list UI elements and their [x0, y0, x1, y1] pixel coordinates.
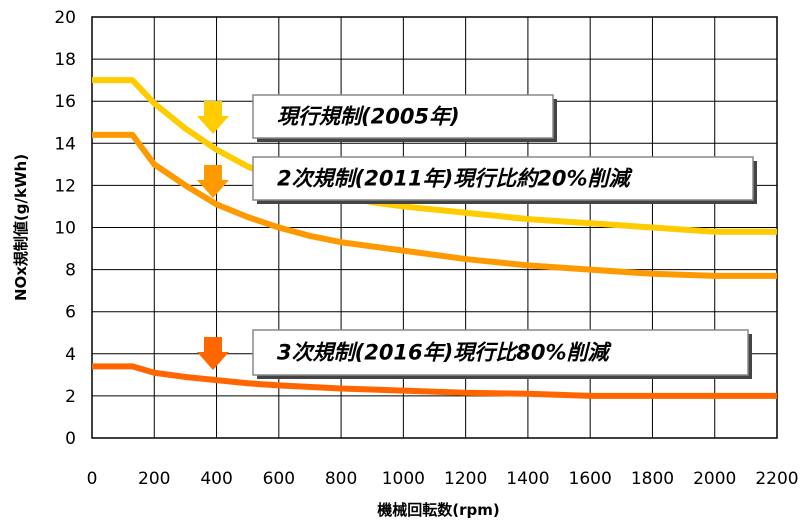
down-arrow-icon [197, 337, 229, 370]
x-tick-label: 1600 [569, 469, 612, 489]
x-tick-label: 400 [200, 469, 232, 489]
down-arrow-icon [197, 165, 229, 198]
x-tick-label: 0 [87, 469, 98, 489]
y-tick-label: 18 [54, 50, 76, 70]
callout-2: 2次規制(2011年)現行比約20%削減 [197, 156, 757, 204]
y-tick-label: 2 [65, 387, 76, 407]
y-tick-label: 8 [65, 261, 76, 281]
callout-label: 2次規制(2011年)現行比約20%削減 [277, 167, 634, 191]
y-tick-labels: 0 2 4 6 8 10 12 14 16 18 20 [54, 8, 76, 449]
series-line-3 [92, 363, 777, 399]
y-tick-label: 0 [65, 429, 76, 449]
callout-box [252, 94, 554, 139]
x-tick-label: 2200 [755, 469, 798, 489]
x-tick-labels: 0 200 400 600 800 1000 1200 1400 1600 1800 2000 220… [87, 469, 799, 489]
x-tick-label: 200 [138, 469, 170, 489]
callout-label: 現行規制(2005年) [277, 105, 460, 129]
y-axis-label: NOx規制値(g/kWh) [12, 154, 30, 301]
series-line-2 [92, 131, 777, 279]
y-tick-label: 20 [54, 8, 76, 28]
y-tick-label: 14 [54, 134, 76, 154]
x-tick-label: 1800 [631, 469, 674, 489]
x-tick-label: 600 [263, 469, 295, 489]
callout-3: 3次規制(2016年)現行比80%削減 [197, 329, 752, 379]
x-tick-label: 1400 [506, 469, 549, 489]
y-tick-label: 4 [65, 345, 76, 365]
y-tick-label: 6 [65, 303, 76, 323]
callout-1: 現行規制(2005年) [197, 94, 557, 142]
x-tick-label: 1200 [444, 469, 487, 489]
x-tick-label: 1000 [382, 469, 425, 489]
x-axis-label: 機械回転数(rpm) [377, 501, 499, 519]
callout-box [252, 156, 754, 201]
y-tick-label: 12 [54, 176, 76, 196]
down-arrow-icon [197, 101, 229, 134]
y-tick-label: 16 [54, 92, 76, 112]
annotations: 現行規制(2005年) 2次規制(2011年)現行比約20%削減 3次規制(2016… [197, 94, 757, 379]
x-tick-label: 800 [325, 469, 357, 489]
callout-box [252, 329, 749, 376]
y-tick-label: 10 [54, 219, 76, 239]
callout-label: 3次規制(2016年)現行比80%削減 [277, 341, 613, 365]
plot-border [91, 16, 778, 439]
x-tick-label: 2000 [693, 469, 736, 489]
